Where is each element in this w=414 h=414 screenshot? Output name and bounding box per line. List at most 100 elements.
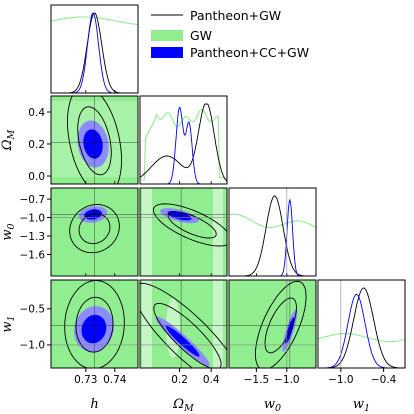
y-tick-label-w1: −1.0	[20, 340, 46, 352]
x-axis-label-subscript: M	[183, 403, 194, 414]
panel-frame	[228, 187, 317, 277]
x-tick-label-w1: −1.0	[328, 374, 354, 386]
y-axis-label-w1: w1	[0, 315, 17, 332]
x-tick-label-w0: −1.5	[244, 374, 270, 386]
legend-label-pantheon-cc-gw: Pantheon+CC+GW	[190, 45, 309, 60]
gw-region-edge	[142, 188, 152, 276]
marginal-pantheon-gw-h	[51, 12, 138, 93]
panel-content	[140, 280, 227, 368]
panel-content	[51, 12, 138, 93]
y-tick-label-w0: −1.0	[20, 212, 46, 224]
marginal-gw-w0	[229, 213, 316, 229]
panel-content	[51, 188, 138, 276]
x-tick-label-h: 0.73	[74, 374, 97, 386]
panel-w0-w1	[228, 279, 317, 369]
y-axis-label-subscript: M	[6, 129, 17, 140]
x-axis-label-subscript: 0	[275, 403, 281, 414]
marginal-pantheon-gw-w0	[229, 195, 316, 276]
y-tick-label-w0: −1.6	[20, 249, 46, 261]
y-axis-label-w0: w0	[0, 223, 17, 240]
marginal-gw-h	[51, 16, 138, 26]
x-axis-label-w1: w1	[353, 397, 370, 414]
contour-pantheon-gw-1sigma	[77, 106, 112, 176]
panel-frame	[50, 187, 139, 277]
panel-omega-w1	[139, 279, 228, 369]
contour-pantheon-cc-gw-1sigma	[167, 211, 192, 221]
legend-label-pantheon-gw: Pantheon+GW	[190, 8, 281, 23]
panel-frame	[50, 4, 139, 94]
panel-frame	[228, 279, 317, 369]
panel-h-w0	[50, 187, 139, 277]
panel-content	[229, 280, 316, 368]
panel-frame	[139, 187, 228, 277]
panel-omega-omega	[139, 95, 228, 185]
panel-frame	[139, 95, 228, 185]
y-axis-label-omega: ΩM	[0, 129, 17, 151]
contour-pantheon-gw-1sigma	[75, 296, 114, 353]
legend-swatch-pantheon-cc-gw	[151, 47, 183, 58]
contour-pantheon-cc-gw-1sigma	[81, 314, 107, 344]
legend-label-gw: GW	[190, 28, 212, 43]
panel-h-w1	[50, 279, 139, 369]
gw-region-2sigma	[140, 280, 227, 368]
legend-swatch-gw	[151, 30, 183, 41]
panel-frame	[139, 279, 228, 369]
x-tick-label-omega: 0.4	[203, 374, 220, 386]
panel-frame	[50, 279, 139, 369]
contour-pantheon-gw-2sigma	[67, 96, 122, 184]
gw-region-edge	[142, 280, 152, 368]
marginal-gw-w1	[318, 333, 405, 343]
contour-pantheon-gw-1sigma	[153, 302, 222, 368]
y-tick-label-w0: −1.3	[20, 231, 46, 243]
contour-pantheon-gw-2sigma	[152, 203, 227, 247]
gw-region-edge	[213, 188, 223, 276]
marginal-gw-omega	[140, 109, 227, 181]
marginal-pantheon-gw-omega	[140, 103, 227, 182]
panel-w0-w0	[228, 187, 317, 277]
panel-w1-w1	[317, 279, 406, 369]
panel-content	[51, 280, 138, 368]
marginal-pantheon-cc-gw-omega	[140, 106, 227, 184]
marginal-pantheon-cc-gw-w1	[318, 293, 405, 368]
y-tick-label-w0: −0.7	[20, 194, 46, 206]
panel-h-h	[50, 4, 139, 94]
contour-pantheon-gw-2sigma	[69, 204, 120, 254]
panel-frame	[317, 279, 406, 369]
contour-pantheon-gw-2sigma	[64, 280, 125, 368]
contour-pantheon-cc-gw-1sigma	[165, 326, 200, 357]
contour-pantheon-gw-1sigma	[167, 211, 217, 239]
panel-content	[140, 188, 227, 276]
contour-pantheon-gw-1sigma	[264, 297, 297, 354]
x-axis-label-subscript: 1	[364, 403, 370, 414]
x-tick-label-h: 0.74	[103, 374, 127, 386]
marginal-pantheon-cc-gw-h	[51, 12, 138, 93]
x-axis-label-w0: w0	[264, 397, 281, 414]
contour-pantheon-gw-1sigma	[78, 213, 111, 245]
panel-content	[318, 280, 405, 368]
x-tick-label-w1: −0.4	[371, 374, 397, 386]
panel-content	[51, 96, 138, 184]
panel-content	[229, 188, 316, 276]
y-axis-label-subscript: 1	[6, 315, 17, 321]
x-tick-label-omega: 0.2	[171, 374, 188, 386]
gw-region-edge	[213, 280, 223, 368]
y-tick-label-w1: −0.5	[20, 304, 46, 316]
contour-pantheon-gw-2sigma	[254, 280, 307, 368]
gw-region-2sigma	[229, 280, 316, 368]
x-axis-label-omega: ΩM	[172, 397, 194, 414]
panel-frame	[50, 95, 139, 185]
y-tick-label-omega: 0.2	[28, 139, 45, 151]
marginal-pantheon-gw-w1	[318, 287, 405, 368]
contour-pantheon-cc-gw-1sigma	[83, 129, 103, 159]
x-axis-label-h: h	[90, 397, 98, 412]
gw-region-2sigma	[140, 188, 227, 276]
panel-h-omega	[50, 95, 139, 185]
panel-omega-w0	[139, 187, 228, 277]
panel-content	[140, 103, 227, 184]
legend: Pantheon+GW GW Pantheon+CC+GW	[151, 8, 309, 60]
y-tick-label-omega: 0.4	[28, 107, 45, 119]
x-tick-label-w0: −1.0	[274, 374, 300, 386]
marginal-pantheon-cc-gw-w0	[229, 198, 316, 276]
